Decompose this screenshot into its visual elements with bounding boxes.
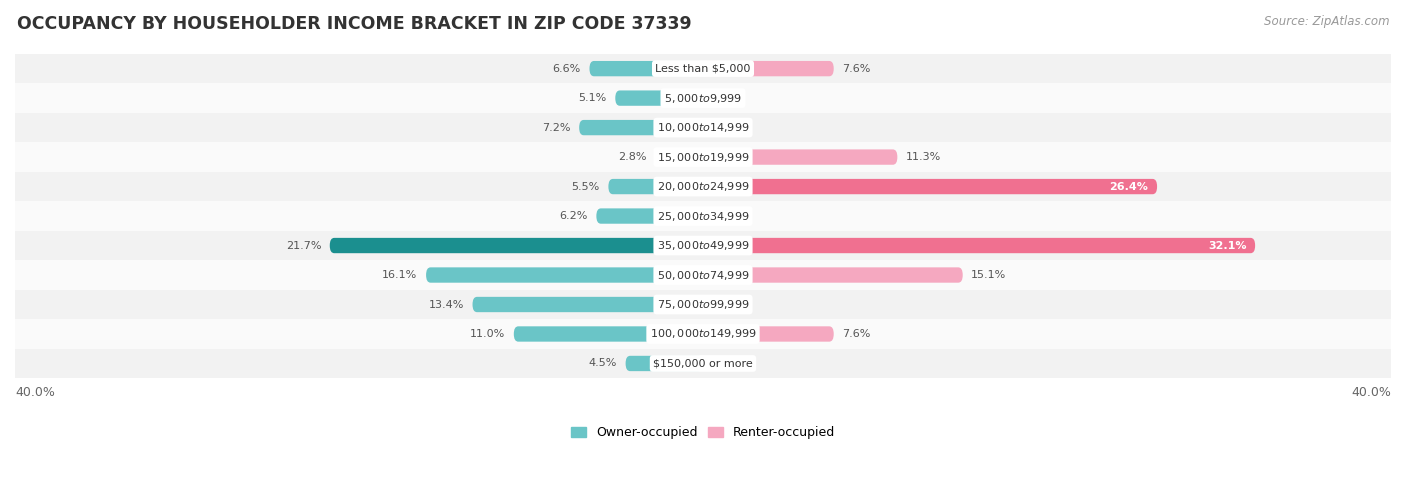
Bar <box>15 172 1391 201</box>
Text: 15.1%: 15.1% <box>972 270 1007 280</box>
Bar <box>15 201 1391 231</box>
FancyBboxPatch shape <box>655 149 703 165</box>
Bar <box>15 349 1391 378</box>
Text: 2.8%: 2.8% <box>617 152 647 162</box>
FancyBboxPatch shape <box>703 179 1157 194</box>
Text: 6.6%: 6.6% <box>553 64 581 73</box>
FancyBboxPatch shape <box>330 238 703 253</box>
Bar <box>15 290 1391 319</box>
Bar <box>15 319 1391 349</box>
FancyBboxPatch shape <box>703 149 897 165</box>
FancyBboxPatch shape <box>703 267 963 283</box>
Bar <box>15 113 1391 142</box>
FancyBboxPatch shape <box>596 208 703 224</box>
Text: 0.0%: 0.0% <box>711 299 740 310</box>
FancyBboxPatch shape <box>703 326 834 342</box>
Text: 40.0%: 40.0% <box>1351 386 1391 399</box>
Bar <box>15 231 1391 260</box>
FancyBboxPatch shape <box>426 267 703 283</box>
Text: $10,000 to $14,999: $10,000 to $14,999 <box>657 121 749 134</box>
Text: 11.0%: 11.0% <box>470 329 505 339</box>
Text: 13.4%: 13.4% <box>429 299 464 310</box>
Text: 40.0%: 40.0% <box>15 386 55 399</box>
Text: $50,000 to $74,999: $50,000 to $74,999 <box>657 269 749 281</box>
Bar <box>15 142 1391 172</box>
Text: $150,000 or more: $150,000 or more <box>654 359 752 368</box>
Text: $15,000 to $19,999: $15,000 to $19,999 <box>657 151 749 164</box>
Text: 7.6%: 7.6% <box>842 64 870 73</box>
Text: 16.1%: 16.1% <box>382 270 418 280</box>
Text: Source: ZipAtlas.com: Source: ZipAtlas.com <box>1264 15 1389 28</box>
FancyBboxPatch shape <box>609 179 703 194</box>
Text: 0.0%: 0.0% <box>711 359 740 368</box>
Text: 11.3%: 11.3% <box>905 152 941 162</box>
Text: 21.7%: 21.7% <box>285 241 321 251</box>
Text: 7.6%: 7.6% <box>842 329 870 339</box>
Text: 7.2%: 7.2% <box>543 122 571 133</box>
Text: $25,000 to $34,999: $25,000 to $34,999 <box>657 209 749 223</box>
Text: 4.5%: 4.5% <box>589 359 617 368</box>
Bar <box>15 54 1391 84</box>
FancyBboxPatch shape <box>703 61 834 76</box>
Text: 5.5%: 5.5% <box>572 182 600 191</box>
Text: 5.1%: 5.1% <box>578 93 606 103</box>
Text: 0.0%: 0.0% <box>711 93 740 103</box>
FancyBboxPatch shape <box>626 356 703 371</box>
FancyBboxPatch shape <box>589 61 703 76</box>
FancyBboxPatch shape <box>513 326 703 342</box>
Text: $20,000 to $24,999: $20,000 to $24,999 <box>657 180 749 193</box>
Text: Less than $5,000: Less than $5,000 <box>655 64 751 73</box>
Text: 26.4%: 26.4% <box>1109 182 1149 191</box>
Bar <box>15 260 1391 290</box>
Text: 0.0%: 0.0% <box>711 211 740 221</box>
Text: $5,000 to $9,999: $5,000 to $9,999 <box>664 91 742 104</box>
Text: $75,000 to $99,999: $75,000 to $99,999 <box>657 298 749 311</box>
FancyBboxPatch shape <box>703 238 1256 253</box>
FancyBboxPatch shape <box>616 90 703 106</box>
FancyBboxPatch shape <box>472 297 703 312</box>
Text: $35,000 to $49,999: $35,000 to $49,999 <box>657 239 749 252</box>
Text: 6.2%: 6.2% <box>560 211 588 221</box>
FancyBboxPatch shape <box>579 120 703 135</box>
Text: 32.1%: 32.1% <box>1208 241 1247 251</box>
Text: OCCUPANCY BY HOUSEHOLDER INCOME BRACKET IN ZIP CODE 37339: OCCUPANCY BY HOUSEHOLDER INCOME BRACKET … <box>17 15 692 33</box>
Text: $100,000 to $149,999: $100,000 to $149,999 <box>650 328 756 341</box>
Text: 0.0%: 0.0% <box>711 122 740 133</box>
Bar <box>15 84 1391 113</box>
Legend: Owner-occupied, Renter-occupied: Owner-occupied, Renter-occupied <box>571 426 835 439</box>
